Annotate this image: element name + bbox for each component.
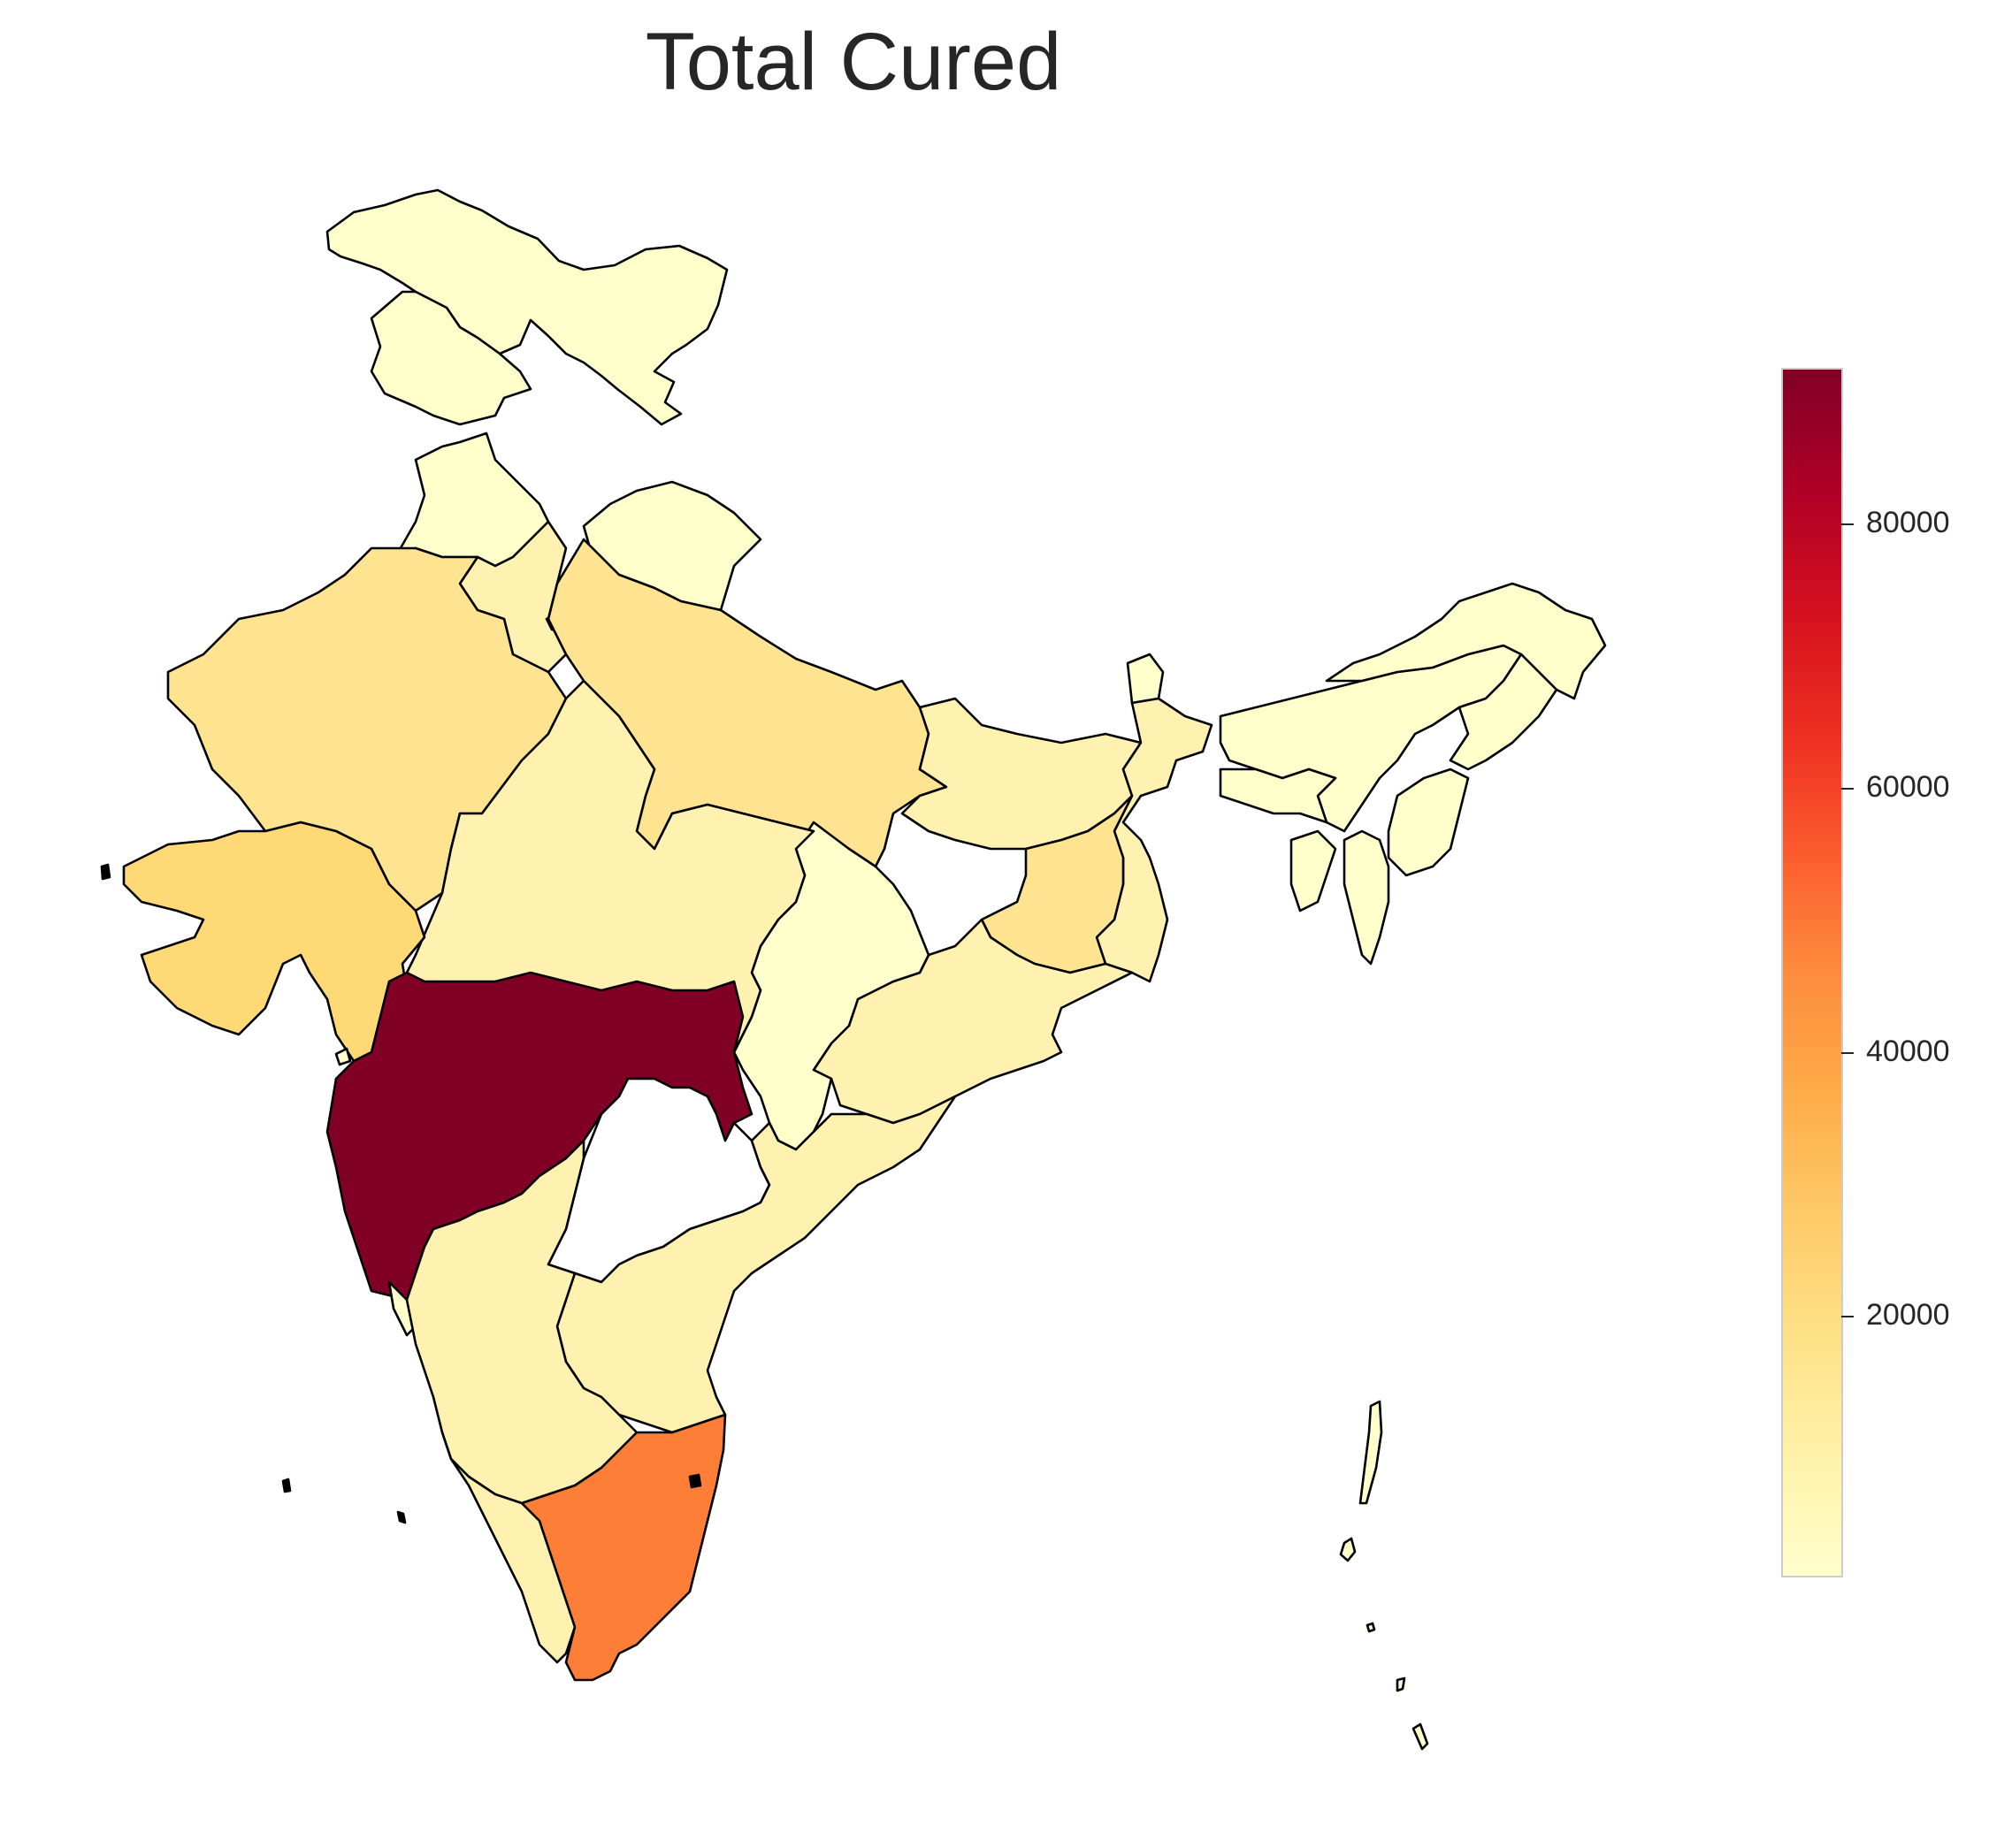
colorbar-tick — [1841, 1316, 1854, 1317]
colorbar-tick-label: 60000 — [1866, 770, 1950, 804]
region-andaman-nicobar-islands[interactable] — [1411, 1722, 1429, 1751]
region-manipur[interactable] — [1387, 767, 1470, 877]
region-mizoram[interactable] — [1343, 829, 1390, 966]
colorbar-tick — [1841, 523, 1854, 525]
region-lakshadweep[interactable] — [281, 1478, 292, 1493]
colorbar-tick-label: 20000 — [1866, 1298, 1950, 1332]
colorbar — [1781, 368, 1843, 1577]
region-tripura[interactable] — [1289, 829, 1337, 913]
region-puducherry[interactable] — [688, 1473, 702, 1489]
map-title: Total Cured — [645, 17, 1062, 107]
region-nagaland[interactable] — [1449, 653, 1558, 771]
colorbar-tick — [1841, 788, 1854, 790]
colorbar-tick-label: 40000 — [1866, 1035, 1950, 1068]
region-andaman-nicobar-islands[interactable] — [1358, 1400, 1383, 1505]
region-andaman-nicobar-islands[interactable] — [1396, 1676, 1406, 1692]
region-arunachal-pradesh[interactable] — [1325, 582, 1607, 700]
region-goa[interactable] — [387, 1280, 417, 1337]
region-tamil-nadu[interactable] — [520, 1413, 727, 1682]
region-gujarat[interactable] — [122, 821, 426, 1063]
region-andaman-nicobar-islands[interactable] — [1366, 1622, 1376, 1633]
region-rajasthan[interactable] — [166, 546, 568, 913]
region-andaman-nicobar-islands[interactable] — [1339, 1537, 1357, 1562]
colorbar-tick — [1841, 1052, 1854, 1054]
region-sikkim[interactable] — [1126, 653, 1165, 705]
region-meghalaya[interactable] — [1219, 767, 1337, 824]
region-lakshadweep[interactable] — [396, 1510, 407, 1524]
region-dadra-daman-diu[interactable] — [334, 1047, 352, 1066]
region-himachal-pradesh[interactable] — [370, 290, 532, 426]
region-dadra-daman-diu[interactable] — [100, 863, 111, 881]
colorbar-tick-label: 80000 — [1866, 506, 1950, 539]
